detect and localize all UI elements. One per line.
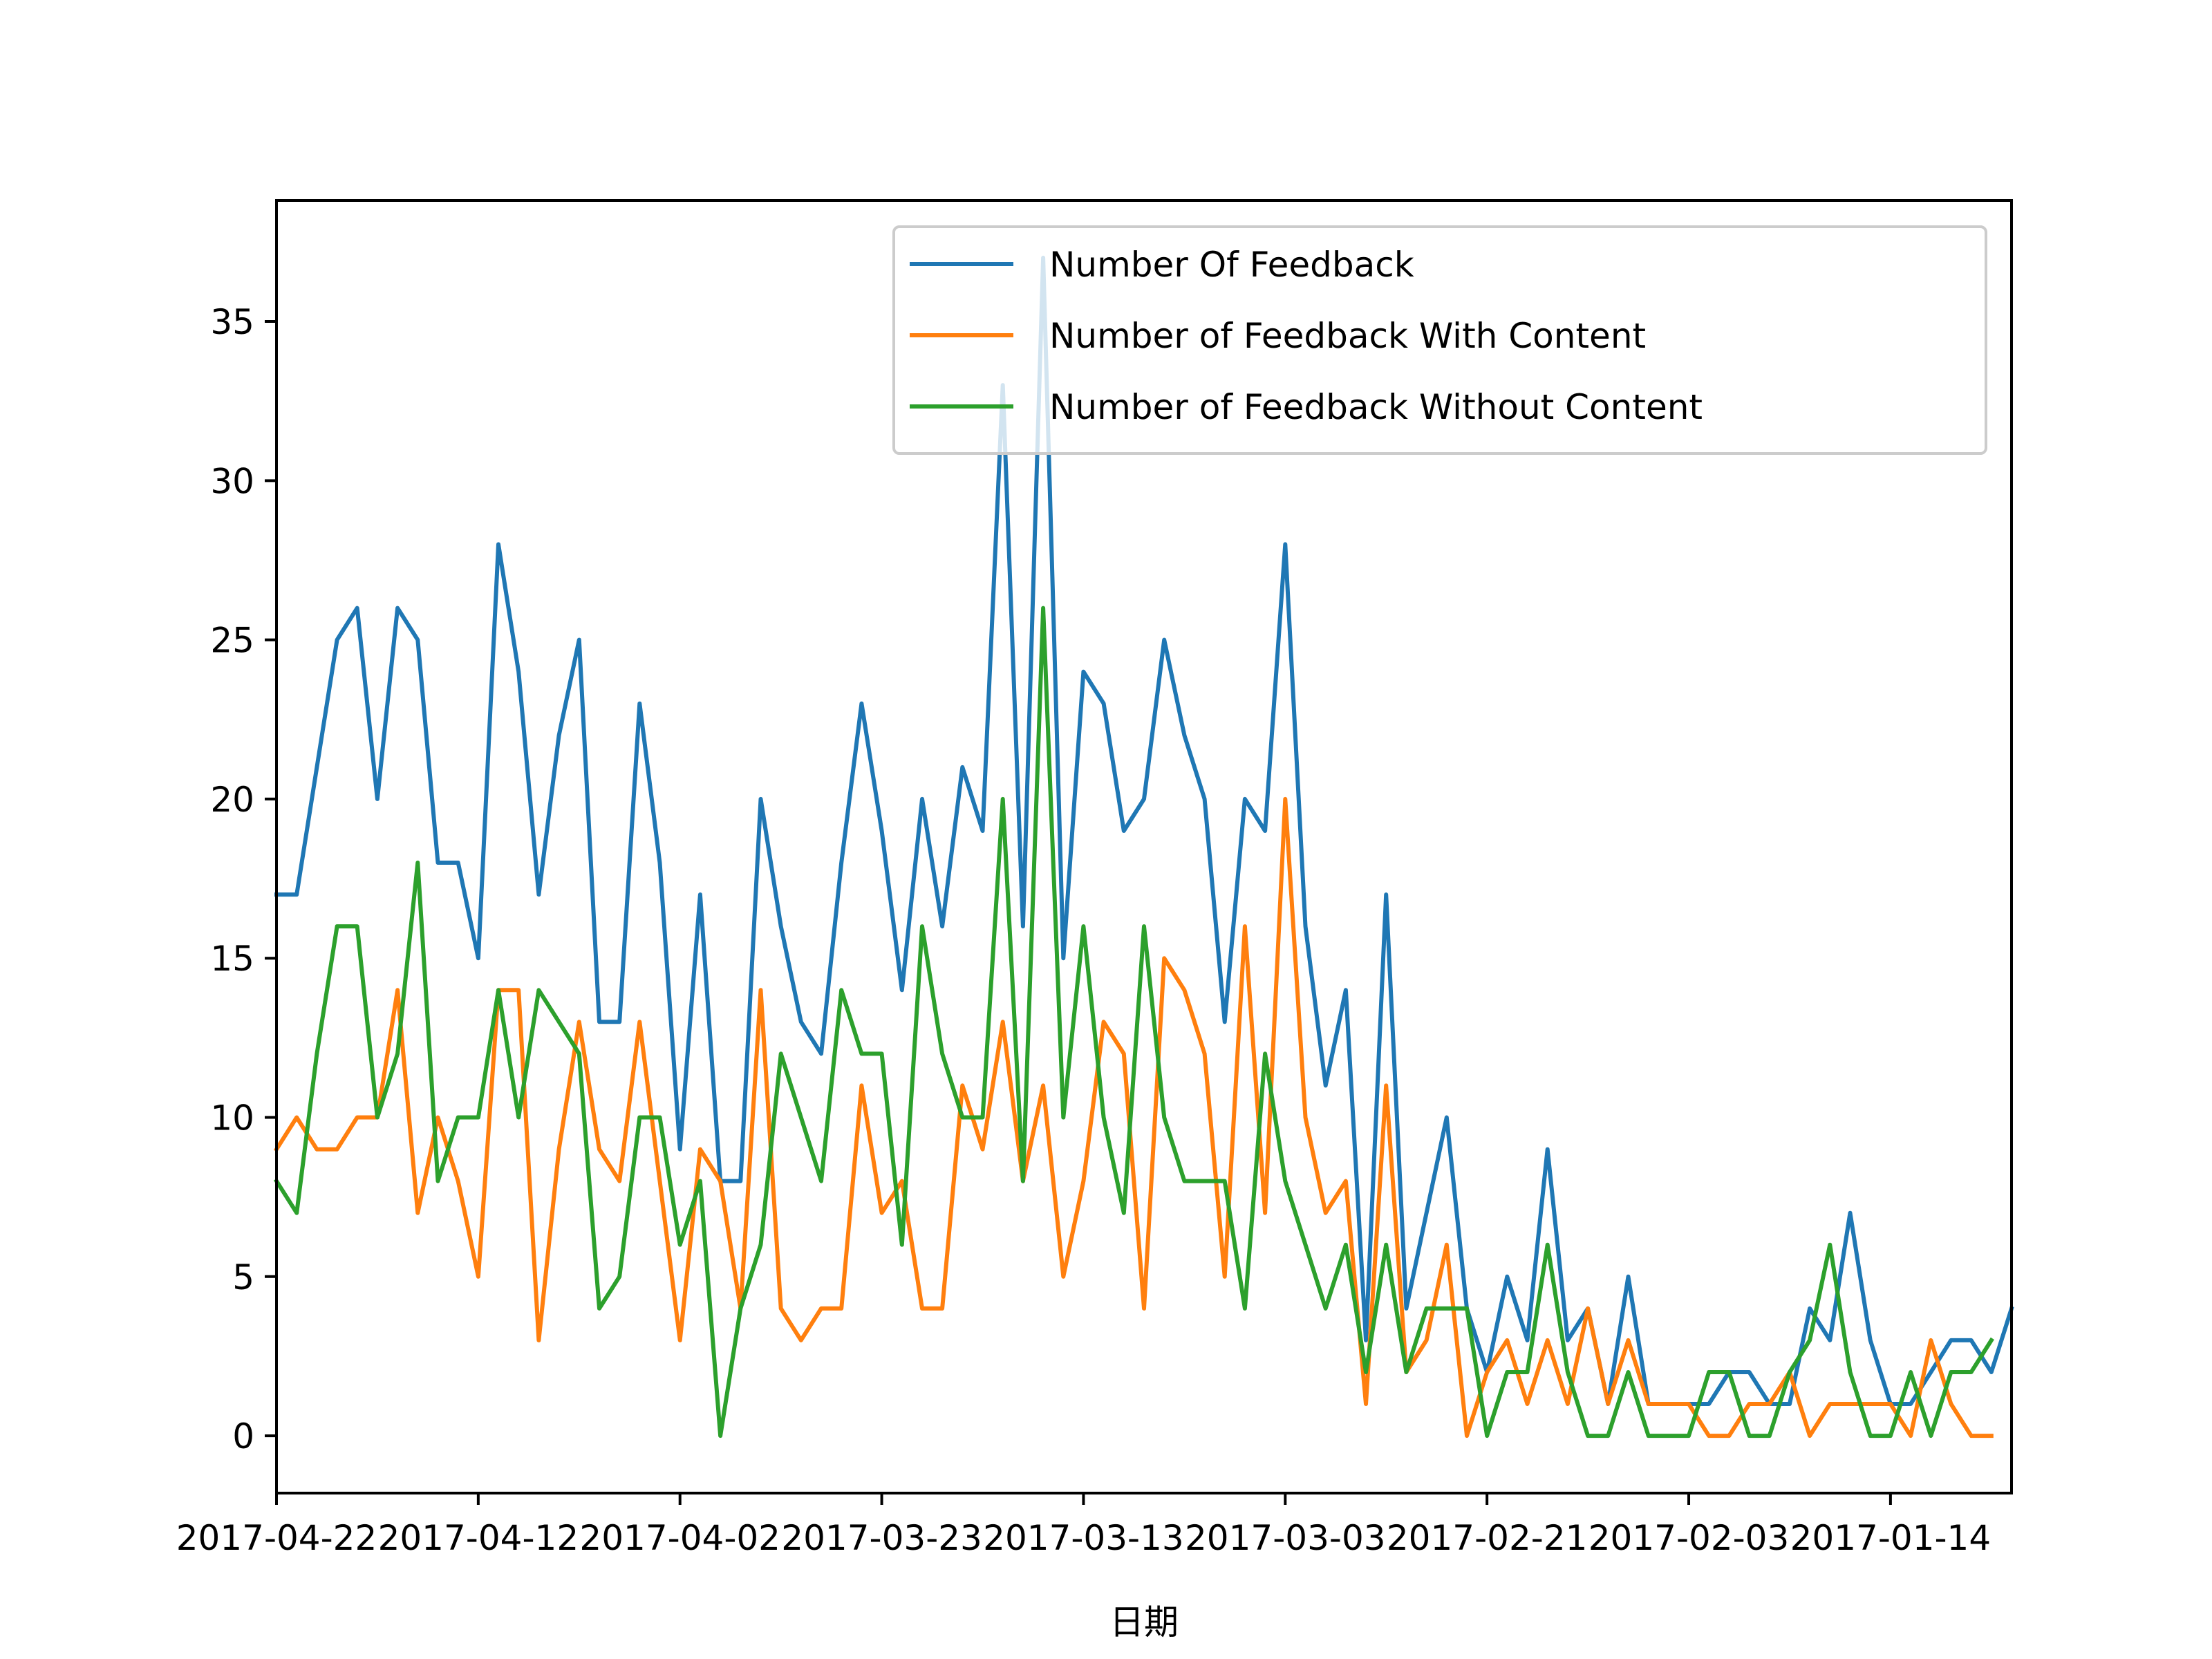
x-tick-label: 2017-03-23 xyxy=(781,1518,982,1558)
y-tick-label: 0 xyxy=(232,1416,254,1456)
x-tick-label: 2017-03-03 xyxy=(1185,1518,1386,1558)
series-line-3 xyxy=(273,606,1994,1438)
y-axis: 0 5 10 15 20 25 30 35 xyxy=(210,302,276,1456)
x-tick-label: 2017-03-13 xyxy=(983,1518,1184,1558)
y-tick-label: 35 xyxy=(210,302,254,342)
x-tick-label: 2017-04-22 xyxy=(176,1518,377,1558)
legend-label-2: Number of Feedback With Content xyxy=(1049,316,1646,356)
x-axis-label: 日期 xyxy=(1109,1602,1179,1642)
y-tick-label: 5 xyxy=(232,1257,254,1297)
series-line-1 xyxy=(274,255,2014,1406)
y-tick-label: 20 xyxy=(210,780,254,820)
legend-box xyxy=(892,225,1987,455)
y-tick-label: 30 xyxy=(210,461,254,501)
x-tick-label: 2017-04-02 xyxy=(579,1518,780,1558)
y-tick-label: 15 xyxy=(210,939,254,979)
legend: Number Of Feedback Number of Feedback Wit… xyxy=(892,225,1987,455)
plot-frame xyxy=(275,199,2013,1494)
series-layer xyxy=(273,255,2014,1438)
series-line-2 xyxy=(273,796,1994,1438)
x-tick-label: 2017-02-03 xyxy=(1588,1518,1790,1558)
x-tick-label: 2017-02-21 xyxy=(1387,1518,1588,1558)
y-tick-label: 10 xyxy=(210,1098,254,1138)
x-tick-label: 2017-04-12 xyxy=(378,1518,579,1558)
legend-label-1: Number Of Feedback xyxy=(1049,245,1414,285)
y-tick-label: 25 xyxy=(210,621,254,661)
x-axis: 2017-04-22 2017-04-12 2017-04-02 2017-03-23… xyxy=(176,1493,1991,1558)
x-tick-label: 2017-01-14 xyxy=(1790,1518,1991,1558)
legend-label-3: Number of Feedback Without Content xyxy=(1049,387,1703,427)
